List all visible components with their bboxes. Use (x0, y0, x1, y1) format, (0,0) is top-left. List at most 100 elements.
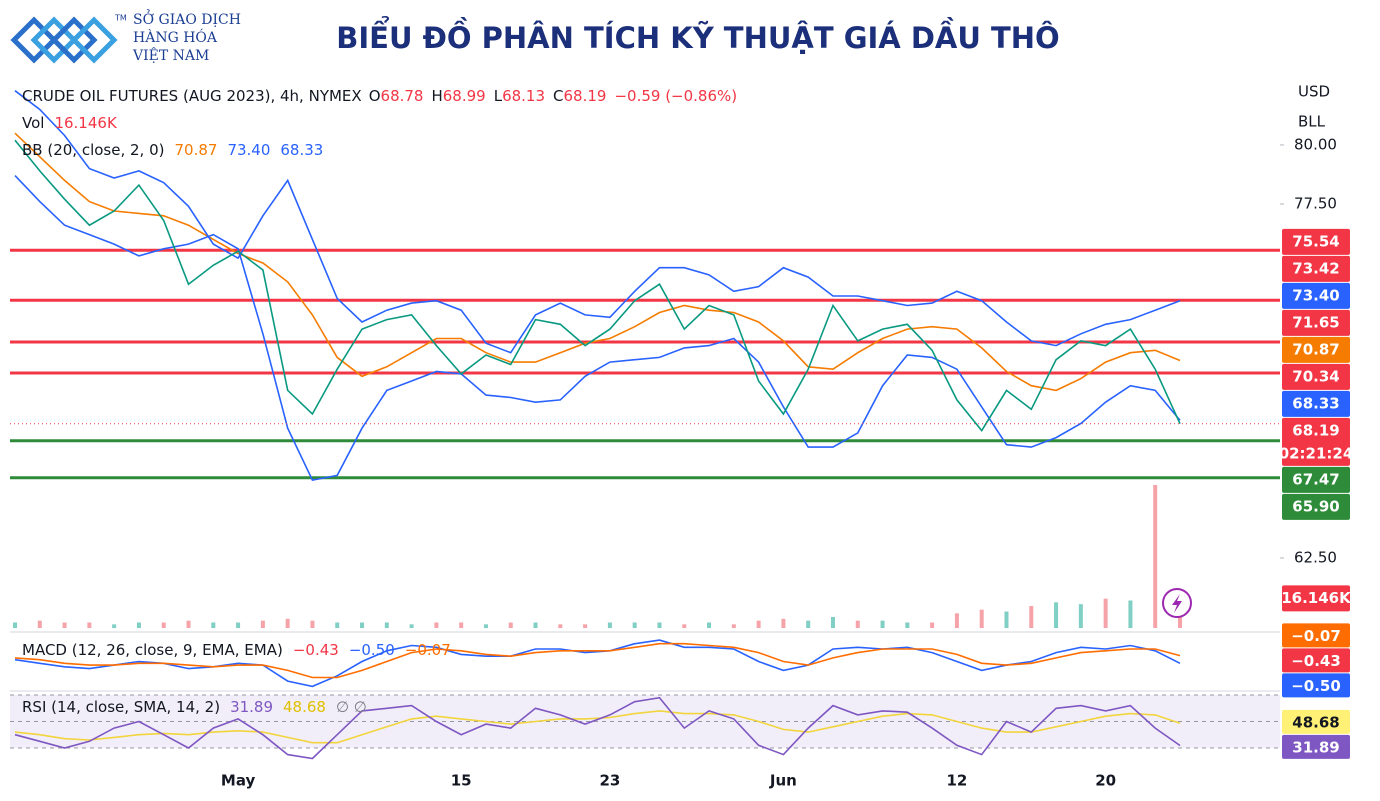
logo-text: HÀNG HÓA (133, 28, 218, 46)
price-label-box (1282, 417, 1350, 466)
volume-bar (161, 622, 166, 628)
price-label: 31.89 (1292, 738, 1339, 756)
x-tick-label: May (221, 772, 256, 790)
y-tick-label: 62.50 (1294, 549, 1337, 567)
price-label: 02:21:24 (1279, 444, 1354, 462)
price-label: 73.40 (1292, 286, 1339, 304)
legend-item: L (494, 87, 503, 105)
volume-bar (1004, 611, 1009, 628)
x-tick-label: Jun (769, 772, 797, 790)
price-label-box (1282, 466, 1350, 493)
alert-icon (1162, 588, 1192, 618)
price-label: 71.65 (1292, 313, 1339, 331)
volume-bar (434, 622, 439, 628)
legend: BB (20, close, 2, 0) 70.87 73.40 68.33 (22, 141, 323, 159)
volume-bar (409, 624, 414, 628)
volume-bar (1153, 485, 1158, 628)
legend-item: 68.99 (443, 87, 486, 105)
price-label: −0.07 (1291, 627, 1341, 645)
volume-bar (707, 622, 712, 628)
line (14, 175, 1181, 482)
volume-bar (459, 622, 464, 628)
volume-bar (136, 622, 141, 628)
price-label-box (1282, 709, 1350, 734)
volume-bar (880, 620, 885, 628)
legend-item: Vol (22, 114, 44, 132)
price-label: 67.47 (1292, 470, 1339, 488)
volume-bar (384, 622, 389, 628)
volume-bar (632, 622, 637, 628)
price-label: 65.90 (1292, 497, 1339, 515)
volume-bar (533, 622, 538, 628)
legend-item: O (369, 87, 381, 105)
legend-item: 48.68 (283, 698, 326, 716)
legend-item: C (553, 87, 563, 105)
volume-bar (781, 618, 786, 628)
volume-bar (112, 624, 117, 628)
legend-item: H (431, 87, 442, 105)
legend: MACD (12, 26, close, 9, EMA, EMA) −0.43 −0… (22, 641, 451, 659)
legend-item: BB (20, close, 2, 0) (22, 141, 164, 159)
legend-item: −0.50 (349, 641, 395, 659)
volume-bar (1103, 598, 1108, 628)
currency: USD (1298, 83, 1330, 101)
legend-item: −0.07 (405, 641, 451, 659)
x-tick-label: 15 (451, 772, 472, 790)
logo-text: SỞ GIAO DỊCH (133, 8, 241, 28)
volume-bar (806, 620, 811, 628)
volume-bar (13, 622, 17, 628)
volume-bar (930, 622, 935, 628)
volume-bar (583, 624, 588, 628)
line (14, 642, 1181, 679)
volume-bar (62, 622, 67, 628)
price-label-box (1282, 255, 1350, 282)
logo-mark: TM (114, 14, 127, 23)
volume-bar (1078, 604, 1083, 628)
volume-bar (682, 624, 687, 628)
legend-item: 16.146K (54, 114, 117, 132)
volume-bar (211, 622, 216, 628)
legend-item: 68.33 (280, 141, 323, 159)
legend-item: RSI (14, close, SMA, 14, 2) (22, 698, 220, 716)
legend-item: CRUDE OIL FUTURES (AUG 2023), 4h, NYMEX (22, 87, 361, 105)
price-label-box (1282, 390, 1350, 417)
volume-bar (1029, 606, 1034, 628)
volume-bar (483, 624, 488, 628)
volume-bar (236, 622, 241, 628)
legend-item: −0.59 (−0.86%) (614, 87, 737, 105)
volume-bar (979, 609, 984, 628)
legend: CRUDE OIL FUTURES (AUG 2023), 4h, NYMEX O… (22, 87, 737, 105)
price-label-box (1282, 734, 1350, 759)
legend-item: −0.43 (293, 641, 339, 659)
legend: RSI (14, close, SMA, 14, 2) 31.89 48.68 ∅ ∅ (22, 698, 367, 716)
x-tick-label: 12 (946, 772, 967, 790)
line (14, 139, 1181, 432)
line (14, 710, 1181, 744)
unit: BLL (1298, 113, 1326, 131)
volume-bar (87, 622, 92, 628)
price-label: 70.34 (1292, 367, 1339, 385)
volume-bar (731, 624, 736, 628)
price-label-box (1282, 309, 1350, 336)
x-tick-label: 23 (599, 772, 620, 790)
volume-bar (905, 622, 910, 628)
legend-item: 70.87 (174, 141, 217, 159)
line (14, 90, 1181, 354)
legend-item: ∅ ∅ (336, 698, 367, 716)
price-label-box (1282, 673, 1350, 698)
price-label-box (1282, 585, 1350, 612)
price-label: 75.54 (1292, 232, 1339, 250)
volume-bar (360, 622, 365, 628)
price-label: 68.33 (1292, 394, 1339, 412)
legend-item: 31.89 (230, 698, 273, 716)
line (14, 696, 1181, 760)
volume-bar (1128, 600, 1133, 628)
logo (10, 16, 118, 64)
y-tick-label: 80.00 (1294, 135, 1337, 153)
volume-bar (310, 620, 315, 628)
price-label-box (1282, 363, 1350, 390)
price-label: −0.43 (1291, 652, 1341, 670)
price-label: 48.68 (1292, 713, 1339, 731)
